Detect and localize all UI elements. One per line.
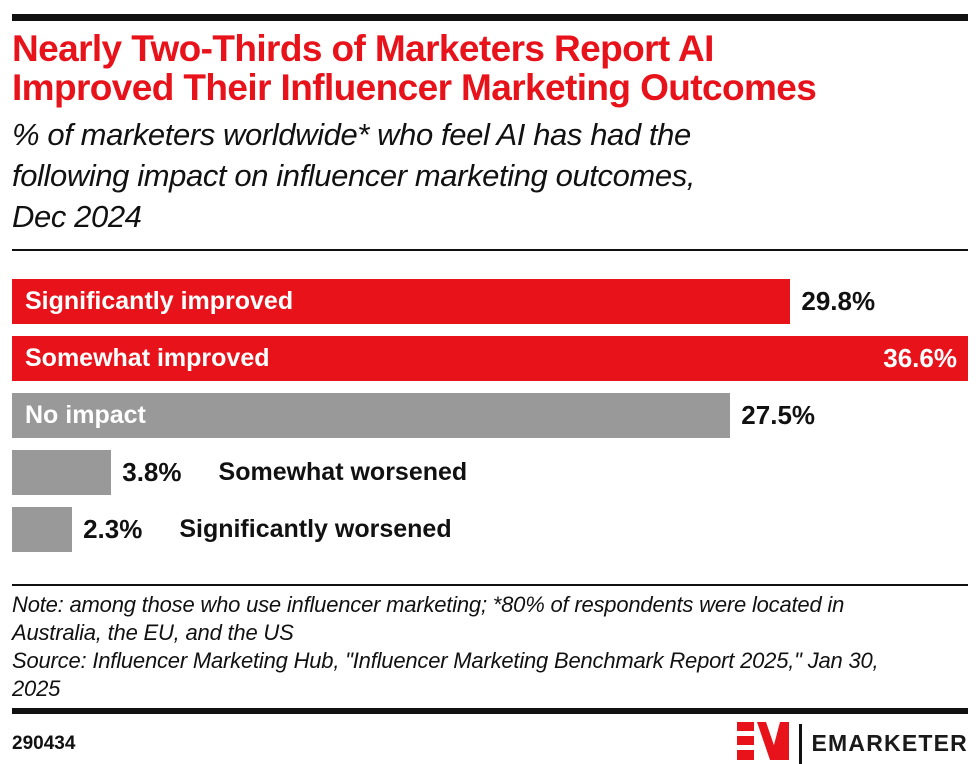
chart-id: 290434 bbox=[12, 732, 76, 754]
chart-subtitle-line-3: Dec 2024 bbox=[12, 199, 142, 234]
bar-value: 36.6% bbox=[883, 343, 957, 373]
chart-subtitle-line-1: % of marketers worldwide* who feel AI ha… bbox=[12, 117, 691, 152]
source-line-1: Source: Influencer Marketing Hub, "Influ… bbox=[12, 648, 879, 673]
bar-chart: Significantly improved 29.8% Somewhat im… bbox=[12, 279, 968, 552]
bar-value: 27.5% bbox=[741, 400, 816, 430]
bar-somewhat-worsened bbox=[12, 450, 112, 495]
chart-subtitle: % of marketers worldwide* who feel AI ha… bbox=[12, 114, 968, 237]
bar-label: Somewhat improved bbox=[25, 344, 270, 372]
bar-no-impact: No impact bbox=[12, 393, 731, 438]
em-monogram-icon bbox=[736, 721, 789, 764]
bar-label: No impact bbox=[25, 401, 146, 429]
bar-row-somewhat-improved: Somewhat improved 36.6% bbox=[12, 336, 968, 381]
bar-row-no-impact: No impact 27.5% bbox=[12, 393, 968, 438]
bar-label: Somewhat worsened bbox=[218, 458, 468, 486]
footnote: Note: among those who use influencer mar… bbox=[12, 591, 968, 703]
emarketer-logo: EMARKETER bbox=[736, 721, 968, 764]
bar-significantly-improved: Significantly improved bbox=[12, 279, 791, 324]
note-line-1: Note: among those who use influencer mar… bbox=[12, 592, 845, 617]
brand-name: EMARKETER bbox=[811, 730, 968, 756]
logo-separator bbox=[798, 723, 802, 764]
bar-value: 3.8% bbox=[122, 457, 182, 487]
top-rule bbox=[12, 14, 968, 21]
divider-above-note bbox=[12, 584, 968, 586]
bar-significantly-worsened bbox=[12, 507, 73, 552]
note-line-2: Australia, the EU, and the US bbox=[12, 620, 294, 645]
divider-above-chart bbox=[12, 249, 968, 251]
bar-value: 29.8% bbox=[801, 286, 876, 316]
chart-title-line-2: Improved Their Influencer Marketing Outc… bbox=[12, 67, 817, 108]
bar-row-somewhat-worsened: 3.8% Somewhat worsened bbox=[12, 450, 968, 495]
bar-label: Significantly improved bbox=[25, 287, 294, 315]
chart-title: Nearly Two-Thirds of Marketers Report AI… bbox=[12, 29, 968, 107]
bar-value: 2.3% bbox=[83, 514, 143, 544]
bar-label: Significantly worsened bbox=[179, 515, 452, 543]
footer-rule bbox=[12, 708, 968, 714]
bar-row-significantly-improved: Significantly improved 29.8% bbox=[12, 279, 968, 324]
footer: 290434 EMARKETER bbox=[12, 721, 968, 764]
chart-subtitle-line-2: following impact on influencer marketing… bbox=[12, 158, 696, 193]
bar-row-significantly-worsened: 2.3% Significantly worsened bbox=[12, 507, 968, 552]
source-line-2: 2025 bbox=[12, 676, 61, 701]
chart-title-line-1: Nearly Two-Thirds of Marketers Report AI bbox=[12, 28, 714, 69]
bar-somewhat-improved: Somewhat improved 36.6% bbox=[12, 336, 968, 381]
